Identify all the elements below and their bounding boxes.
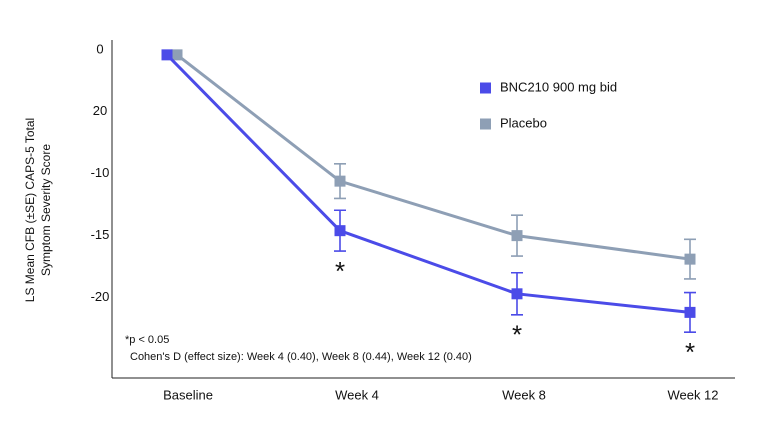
annotation: *p < 0.05 — [125, 334, 169, 346]
series-line — [176, 53, 691, 261]
marker — [511, 288, 523, 300]
legend-label: BNC210 900 mg bid — [500, 79, 617, 94]
y-axis-label: Symptom Severity Score — [39, 144, 53, 276]
marker — [684, 253, 696, 265]
legend-label: Placebo — [500, 115, 547, 130]
legend-swatch — [480, 118, 491, 130]
y-tick-label: -10 — [91, 165, 110, 180]
y-tick-label: -15 — [91, 227, 110, 242]
marker — [684, 306, 696, 318]
marker — [334, 225, 346, 237]
annotation: Cohen's D (effect size): Week 4 (0.40), … — [130, 351, 472, 363]
marker — [171, 49, 183, 61]
marker — [161, 49, 173, 61]
series-line — [165, 53, 691, 314]
significance-marker: * — [335, 256, 345, 286]
x-tick-label: Week 4 — [335, 387, 379, 402]
y-tick-label: -20 — [91, 289, 110, 304]
marker — [334, 175, 346, 187]
significance-marker: * — [685, 337, 695, 367]
x-tick-label: Week 12 — [667, 387, 718, 402]
y-tick-label: 0 — [96, 41, 103, 56]
y-tick-label: 20 — [93, 103, 107, 118]
legend-swatch — [480, 82, 491, 94]
marker — [511, 230, 523, 242]
x-tick-label: Week 8 — [502, 387, 546, 402]
y-axis-label: LS Mean CFB (±SE) CAPS-5 Total — [23, 118, 37, 302]
significance-marker: * — [512, 320, 522, 350]
x-tick-label: Baseline — [163, 387, 213, 402]
